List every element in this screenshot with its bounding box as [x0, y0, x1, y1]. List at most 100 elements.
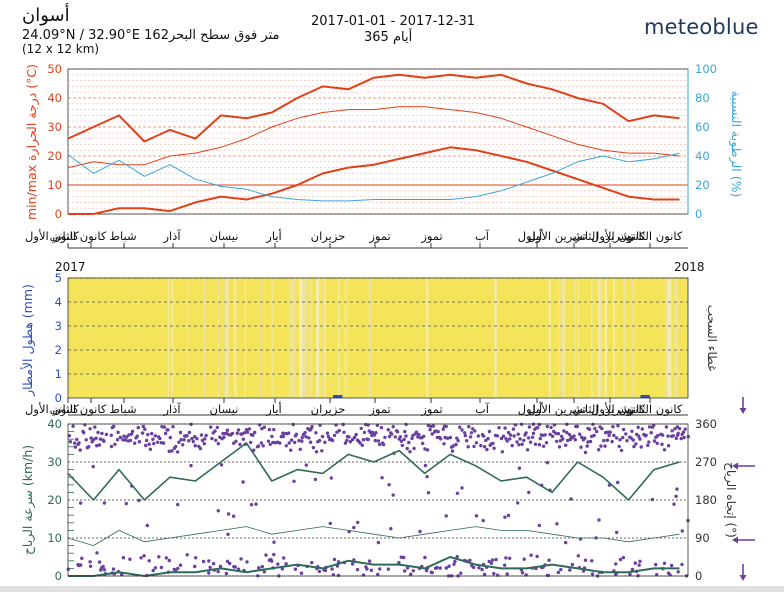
wind-direction-dot [102, 439, 106, 443]
wind-direction-dot [454, 442, 458, 447]
wind-direction-dot [602, 438, 606, 443]
wind-direction-dot [522, 557, 526, 561]
wind-direction-dot [272, 427, 276, 432]
wind-direction-dot [128, 557, 132, 561]
y-tick-label: 4 [55, 295, 62, 309]
wind-direction-dot [376, 439, 381, 443]
wind-direction-dot [378, 567, 382, 571]
wind-direction-dot [479, 443, 483, 448]
wind-direction-dot [572, 434, 576, 438]
wind-direction-dot [630, 567, 635, 572]
wind-direction-dot [304, 435, 308, 439]
wind-direction-dot [323, 568, 328, 573]
wind-direction-dot [89, 436, 93, 440]
direction-arrowhead [732, 536, 738, 544]
wind-direction-dot [515, 440, 519, 444]
cloud-day [227, 278, 229, 398]
wind-direction-dot [67, 434, 72, 438]
y2-axis-label: إتجاه الرياح (°) [723, 462, 738, 538]
wind-direction-dot [150, 431, 154, 436]
wind-direction-dot [342, 430, 346, 434]
wind-direction-dot [405, 566, 410, 570]
wind-direction-dot [397, 560, 401, 565]
wind-direction-dot [423, 463, 428, 468]
cloud-day [523, 278, 524, 398]
wind-direction-dot [634, 442, 638, 446]
wind-direction-dot [586, 426, 590, 431]
wind-direction-dot [173, 568, 178, 572]
wind-direction-dot [395, 430, 400, 434]
wind-direction-dot [636, 425, 640, 429]
wind-direction-dot [616, 424, 620, 428]
wind-direction-dot [225, 428, 230, 432]
precip-month-label: كانون الثاني [626, 402, 683, 417]
wind-direction-dot [683, 427, 687, 431]
direction-arrowhead [732, 462, 738, 470]
wind-direction-dot [185, 553, 189, 557]
wind-direction-dot [376, 572, 380, 577]
wind-direction-dot [675, 487, 679, 491]
wind-direction-dot [611, 425, 615, 429]
wind-direction-dot [441, 427, 445, 431]
wind-direction-dot [280, 567, 285, 571]
wind-direction-dot [418, 529, 422, 534]
wind-direction-dot [638, 437, 642, 441]
wind-direction-dot [660, 433, 665, 437]
wind-direction-dot [359, 426, 363, 431]
wind-direction-dot [300, 435, 304, 440]
wind-direction-dot [605, 438, 610, 442]
wind-direction-dot [224, 571, 229, 576]
wind-direction-dot [550, 434, 555, 438]
wind-direction-dot [617, 444, 621, 449]
y-tick-label: 40 [47, 91, 62, 105]
wind-direction-dot [270, 559, 274, 563]
wind-direction-dot [261, 444, 265, 448]
wind-direction-dot [168, 435, 172, 440]
wind-direction-dot [267, 427, 272, 432]
wind-direction-dot [278, 441, 282, 445]
wind-direction-dot [323, 440, 327, 444]
wind-direction-dot [674, 436, 678, 441]
wind-direction-dot [524, 431, 528, 435]
cloud-day [224, 278, 226, 398]
wind-direction-dot [332, 433, 337, 438]
wind-direction-dot [566, 438, 570, 443]
precip-month-label: كانون الأول [591, 402, 645, 417]
wind-direction-dot [662, 561, 667, 565]
wind-direction-dot [71, 424, 75, 428]
wind-direction-dot [77, 441, 81, 445]
y2-tick-label: 270 [695, 455, 717, 469]
cloud-day [370, 278, 372, 398]
y-tick-label: 20 [47, 493, 62, 507]
wind-direction-dot [455, 554, 459, 559]
wind-direction-dot [583, 558, 588, 562]
cloud-day [292, 278, 293, 398]
wind-direction-dot [219, 463, 224, 467]
wind-direction-dot [352, 435, 357, 440]
temp-month-label: كانون الأول [25, 229, 79, 244]
wind-direction-dot [402, 555, 406, 560]
cloud-day [344, 278, 347, 398]
wind-direction-dot [679, 436, 683, 441]
wind-direction-dot [218, 564, 223, 568]
wind-direction-dot [91, 464, 95, 469]
temp-month-label: شباط [109, 229, 136, 243]
y-axis-label: هطول الأمطار (mm) [20, 284, 36, 397]
wind-direction-dot [320, 434, 325, 439]
wind-direction-dot [109, 444, 114, 449]
wind-direction-dot [487, 429, 492, 434]
wind-direction-dot [193, 444, 197, 448]
wind-direction-dot [399, 439, 404, 443]
wind-direction-dot [281, 434, 285, 439]
wind-direction-dot [378, 442, 382, 447]
wind-direction-dot [178, 430, 183, 435]
wind-direction-dot [495, 434, 500, 438]
wind-direction-dot [403, 569, 407, 573]
cloud-day [168, 278, 169, 398]
wind-direction-dot [410, 436, 414, 441]
wind-direction-dot [167, 449, 171, 453]
temp-month-label: كانون الثاني [626, 229, 683, 244]
wind-direction-dot [166, 428, 170, 432]
wind-direction-dot [189, 463, 193, 468]
wind-direction-dot [294, 432, 299, 436]
